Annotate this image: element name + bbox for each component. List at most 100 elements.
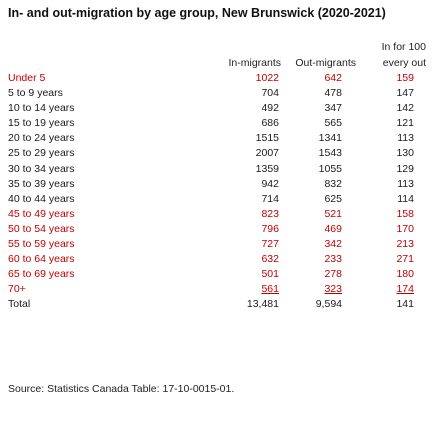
table-row: 35 to 39 years 942 832 113 [8, 177, 427, 192]
in-migrants-cell-value: 704 [261, 87, 279, 100]
table-row: 15 to 19 years 686 565 121 [8, 116, 427, 131]
in-migrants-cell: 632 [201, 252, 281, 267]
age-group-cell: 60 to 64 years [8, 252, 201, 267]
total-in-value: 13,481 [246, 298, 279, 311]
in-migrants-cell-value: 1359 [255, 162, 279, 175]
in-migrants-cell: 492 [201, 101, 281, 116]
ratio-cell-value: 271 [396, 253, 414, 266]
in-migrants-header: In-migrants [228, 57, 281, 69]
table-row: 60 to 64 years 632 233 271 [8, 252, 427, 267]
out-migrants-cell-value: 347 [324, 102, 342, 115]
in-migrants-cell: 704 [201, 86, 281, 101]
table-row: 45 to 49 years 823 521 158 [8, 207, 427, 222]
out-migrants-cell: 347 [281, 101, 356, 116]
in-migrants-cell-value: 686 [261, 117, 279, 130]
in-migrants-cell-value: 823 [261, 207, 279, 220]
out-migrants-cell: 1341 [281, 131, 356, 146]
age-group-cell: 5 to 9 years [8, 86, 201, 101]
in-migrants-cell: 501 [201, 267, 281, 282]
in-migrants-cell-value: 632 [261, 253, 279, 266]
in-migrants-cell: 714 [201, 192, 281, 207]
out-migrants-cell: 323 [281, 282, 356, 297]
out-migrants-cell-value: 832 [324, 177, 342, 190]
table-row: 10 to 14 years 492 347 142 [8, 101, 427, 116]
in-migrants-cell-value: 942 [261, 177, 279, 190]
out-migrants-cell: 478 [281, 86, 356, 101]
source-note: Source: Statistics Canada Table: 17-10-0… [8, 383, 235, 395]
in-migrants-cell-value: 1022 [255, 72, 279, 84]
age-group-cell-value: Under 5 [8, 72, 46, 84]
ratio-cell-value: 130 [396, 147, 414, 160]
ratio-cell: 271 [356, 252, 427, 267]
in-migrants-cell: 686 [201, 116, 281, 131]
age-group-cell-value: 55 to 59 years [8, 238, 75, 251]
ratio-cell: 170 [356, 222, 427, 237]
ratio-cell: 113 [356, 131, 427, 146]
ratio-header-top: In for 100 [381, 41, 426, 53]
age-group-cell-value: 10 to 14 years [8, 102, 75, 115]
in-migrants-cell: 823 [201, 207, 281, 222]
ratio-cell: 213 [356, 237, 427, 252]
total-in: 13,481 [201, 297, 281, 312]
age-group-cell-value: 50 to 54 years [8, 222, 75, 235]
ratio-cell-value: 159 [396, 72, 414, 84]
in-migrants-cell-value: 501 [261, 268, 279, 281]
out-migrants-cell-value: 1543 [318, 147, 342, 160]
out-migrants-cell: 1543 [281, 146, 356, 161]
in-migrants-cell-value: 492 [261, 102, 279, 115]
ratio-cell: 147 [356, 86, 427, 101]
age-group-cell-value: 30 to 34 years [8, 162, 75, 175]
header-row-top: In for 100 [8, 40, 427, 55]
age-group-cell-value: 60 to 64 years [8, 253, 75, 266]
out-migrants-cell-value: 323 [324, 283, 342, 296]
age-group-cell: 70+ [8, 282, 201, 297]
out-migrants-cell-value: 642 [324, 72, 342, 84]
table-row: 70+ 561 323 174 [8, 282, 427, 297]
out-migrants-cell-value: 625 [324, 192, 342, 205]
age-group-cell-value: 45 to 49 years [8, 207, 75, 220]
in-migrants-cell: 796 [201, 222, 281, 237]
total-label: Total [8, 297, 201, 312]
in-migrants-cell: 1359 [201, 162, 281, 177]
out-migrants-cell-value: 1341 [318, 132, 342, 145]
ratio-header-bottom: every out [382, 57, 426, 69]
age-group-cell-value: 70+ [8, 283, 26, 296]
in-migrants-cell: 942 [201, 177, 281, 192]
ratio-cell-value: 114 [397, 192, 414, 205]
out-migrants-header: Out-migrants [295, 57, 356, 69]
in-migrants-cell: 1022 [201, 71, 281, 86]
total-label-value: Total [8, 298, 31, 311]
age-group-cell: Under 5 [8, 71, 201, 86]
out-migrants-cell-value: 478 [324, 87, 342, 100]
age-group-cell: 55 to 59 years [8, 237, 201, 252]
age-group-cell: 20 to 24 years [8, 131, 201, 146]
in-migrants-cell: 727 [201, 237, 281, 252]
out-migrants-cell: 625 [281, 192, 356, 207]
total-row: Total 13,481 9,594 141 [8, 297, 427, 312]
table-row: 30 to 34 years 1359 1055 129 [8, 162, 427, 177]
ratio-cell-value: 180 [396, 268, 414, 281]
in-migrants-cell-value: 727 [261, 238, 279, 251]
header-row: In-migrants Out-migrants every out [8, 55, 427, 71]
in-migrants-cell: 1515 [201, 131, 281, 146]
ratio-cell-value: 142 [396, 102, 414, 115]
out-migrants-cell: 342 [281, 237, 356, 252]
total-ratio-value: 141 [396, 298, 414, 311]
ratio-cell-value: 170 [396, 222, 414, 235]
out-migrants-cell-value: 469 [324, 222, 342, 235]
ratio-cell: 174 [356, 282, 427, 297]
ratio-cell-value: 174 [396, 283, 414, 296]
total-out-value: 9,594 [315, 298, 342, 311]
ratio-cell-value: 213 [396, 238, 414, 251]
migration-table: In for 100 In-migrants Out-migrants ever… [8, 40, 427, 313]
ratio-cell: 142 [356, 101, 427, 116]
age-group-cell: 40 to 44 years [8, 192, 201, 207]
out-migrants-cell-value: 342 [324, 238, 342, 251]
age-group-cell: 10 to 14 years [8, 101, 201, 116]
age-group-cell: 50 to 54 years [8, 222, 201, 237]
age-group-cell: 15 to 19 years [8, 116, 201, 131]
in-migrants-cell: 561 [201, 282, 281, 297]
ratio-cell: 159 [356, 71, 427, 86]
in-migrants-cell-value: 796 [261, 222, 279, 235]
out-migrants-cell: 469 [281, 222, 356, 237]
